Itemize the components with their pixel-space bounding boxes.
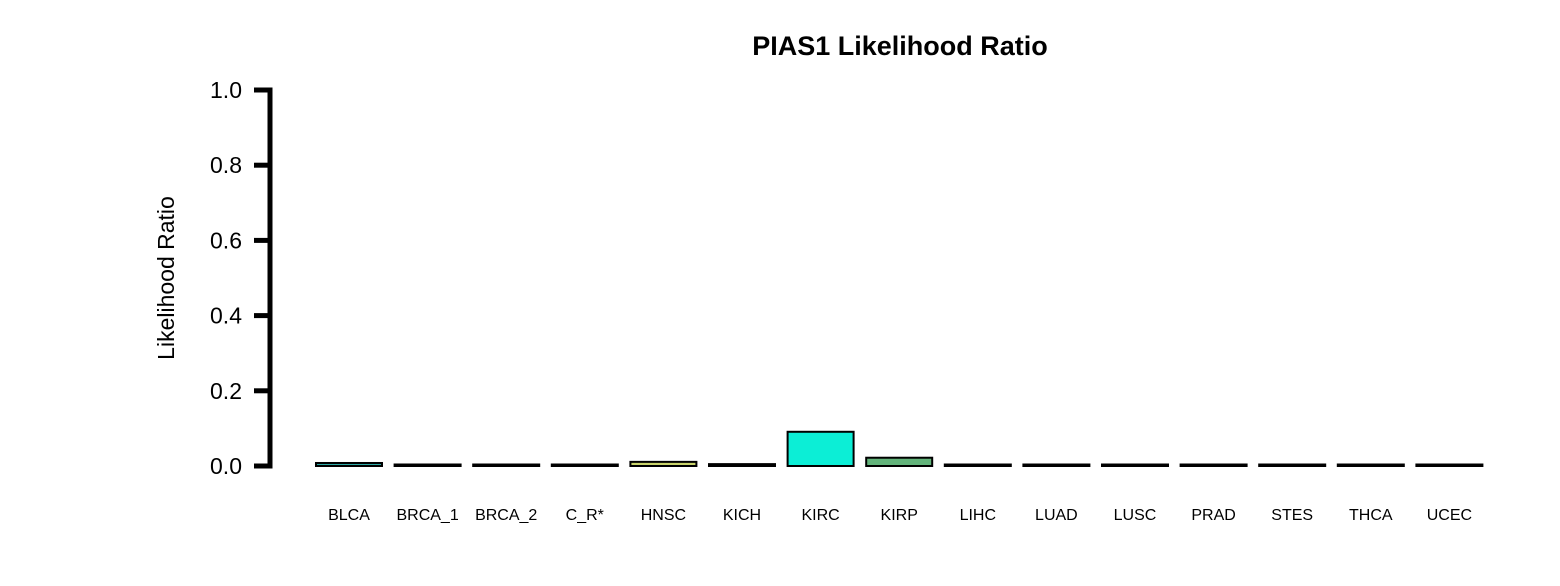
y-tick-label-3: 0.6 [210,227,242,253]
x-tick-label-10: LUSC [1114,507,1157,524]
x-tick-label-9: LUAD [1035,507,1078,524]
x-tick-label-7: KIRP [881,507,918,524]
x-tick-label-3: C_R* [566,507,604,524]
y-tick-label-5: 1.0 [210,77,242,103]
x-tick-label-6: KIRC [801,507,839,524]
x-tick-label-1: BRCA_1 [396,507,458,524]
y-tick-label-4: 0.8 [210,152,242,178]
y-tick-label-2: 0.4 [210,303,242,329]
x-tick-label-14: UCEC [1427,507,1472,524]
bar-kirp [865,456,934,467]
bar-lihc [943,463,1012,467]
bar-stes [1258,463,1327,467]
x-tick-label-5: KICH [723,507,761,524]
bar-prad [1179,463,1248,467]
x-tick-label-0: BLCA [328,507,370,524]
bar-ucec [1415,463,1484,467]
bar-thca [1336,463,1405,467]
bar-kirc [786,430,855,467]
bar-lusc [1101,463,1169,467]
bar-blca [315,461,383,468]
x-tick-label-11: PRAD [1191,507,1235,524]
y-axis-label: Likelihood Ratio [153,196,179,360]
chart-title: PIAS1 Likelihood Ratio [752,31,1048,61]
bar-brca-1 [393,463,462,468]
bar-hnsc [629,460,698,468]
bar-kich [708,463,776,467]
x-tick-label-2: BRCA_2 [475,507,537,524]
y-axis: 0.0 0.2 0.4 0.6 0.8 1.0 [210,77,273,479]
y-tick-label-1: 0.2 [210,378,242,404]
y-tick-label-0: 0.0 [210,453,242,479]
x-tick-label-4: HNSC [641,507,686,524]
x-tick-label-13: THCA [1349,507,1393,524]
x-tick-label-8: LIHC [960,507,996,524]
bar-brca-2 [472,463,541,467]
bar-c-r- [550,463,619,467]
bar-luad [1022,463,1091,467]
x-tick-labels: BLCA BRCA_1 BRCA_2 C_R* HNSC KICH KIRC KIRP LIHC… [328,507,1472,524]
bars-group [315,430,1484,468]
x-tick-label-12: STES [1271,507,1313,524]
